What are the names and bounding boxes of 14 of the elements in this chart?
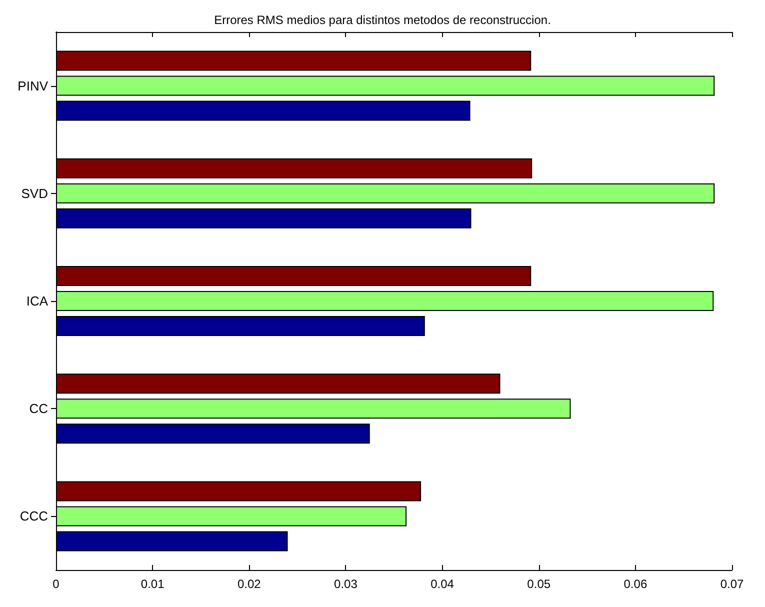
x-tick-label: 0.05 [527, 577, 551, 591]
x-tick-label: 0 [52, 577, 60, 591]
x-tick-label: 0.04 [430, 577, 454, 591]
y-tick-label: ICA [26, 294, 48, 308]
x-tick-label: 0.03 [334, 577, 358, 591]
y-tick-label: PINV [18, 78, 48, 94]
x-tick-label: 0.06 [624, 577, 648, 591]
x-tick-label: 0.02 [237, 577, 262, 591]
x-tick-label: 0.07 [720, 577, 744, 591]
chart-title: Errores RMS medios para distintos metodos de reconstruccion. [214, 13, 551, 27]
y-tick-label: CCC [20, 508, 48, 524]
y-tick-label: SVD [21, 186, 48, 201]
y-tick-label: CC [29, 401, 48, 416]
x-tick-label: 0.01 [140, 577, 165, 591]
